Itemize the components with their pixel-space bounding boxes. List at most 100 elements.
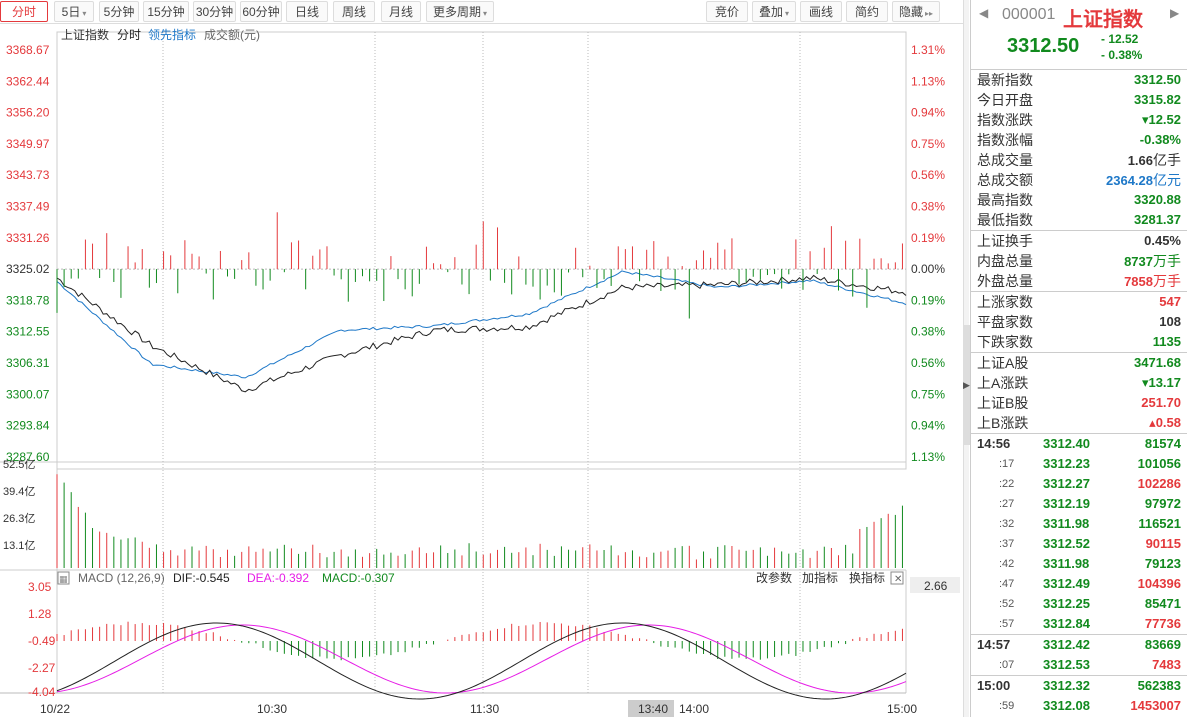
tool-button-4[interactable]: 隐藏 ▸▸	[892, 1, 940, 22]
expand-icon: ▸▸	[924, 9, 934, 18]
period-tab-0[interactable]: 分时	[0, 1, 48, 22]
tick-volume: 116521	[1138, 516, 1181, 531]
tool-button-label: 竞价	[714, 5, 739, 19]
tick-volume: 83669	[1144, 637, 1181, 652]
macd-dea-label: DEA:-0.392	[247, 571, 309, 585]
tick-price: 3312.42	[1043, 637, 1090, 652]
intraday-chart[interactable]: 上证指数 分时 领先指标 成交额(元) 3368.67 1.31% 3362.44 1.13%…	[0, 25, 967, 717]
stat-unit: 万手	[1153, 253, 1181, 269]
price-tick-label: 3312.55	[6, 325, 50, 339]
tick-row: :59 3312.08 1453007	[971, 696, 1187, 716]
legend-leading-indicator: 领先指标	[148, 27, 196, 42]
percent-tick-label: 0.38%	[911, 200, 945, 214]
stat-value: ▴0.58	[1149, 413, 1181, 433]
period-tab-label: 15分钟	[147, 5, 185, 19]
macd-settings-box	[57, 571, 70, 585]
tick-time: :57	[999, 618, 1015, 630]
time-tick-label: 14:00	[679, 702, 709, 716]
prev-stock-icon[interactable]: ◀	[979, 6, 989, 20]
tick-time: :47	[999, 578, 1015, 590]
period-tab-9[interactable]: 更多周期 ▾	[426, 1, 494, 22]
next-stock-icon[interactable]: ▶	[1170, 6, 1180, 20]
tick-row: :07 3312.53 7483	[971, 655, 1187, 675]
tick-group: 14:56 3312.40 81574:17 3312.23 101056:22 3312…	[971, 434, 1187, 635]
stat-row: 今日开盘 3315.82	[971, 90, 1187, 110]
tool-button-label: 简约	[854, 5, 879, 19]
macd-tick-label: 1.28	[28, 607, 52, 621]
period-tab-6[interactable]: 日线	[286, 1, 328, 22]
close-icon: ✕	[894, 574, 902, 585]
tick-group: 14:57 3312.42 83669 :07 3312.53 7483	[971, 635, 1187, 676]
percent-tick-label: 1.31%	[911, 43, 945, 57]
stat-label: 上涨家数	[977, 294, 1033, 310]
period-tab-8[interactable]: 月线	[381, 1, 421, 22]
period-tab-4[interactable]: 30分钟	[193, 1, 236, 22]
stock-name: 上证指数	[1063, 9, 1143, 31]
quote-header: ◀ 000001 上证指数 ▶ 3312.50 - 12.52 - 0.38%	[971, 0, 1187, 70]
tick-volume: 562383	[1137, 678, 1181, 693]
stat-row: 指数涨幅 -0.38%	[971, 130, 1187, 150]
percent-tick-label: 0.19%	[911, 293, 945, 307]
stat-value: 3315.82	[1134, 90, 1181, 110]
tick-time: 15:00	[977, 678, 1011, 693]
period-tab-3[interactable]: 15分钟	[143, 1, 189, 22]
percent-tick-label: 0.56%	[911, 356, 945, 370]
stat-row: 总成交量 1.66亿手	[971, 150, 1187, 170]
tick-row: :37 3312.52 90115	[971, 534, 1187, 554]
tick-price: 3312.40	[1043, 436, 1090, 451]
legend-index-name: 上证指数	[61, 27, 109, 42]
percent-tick-label: 0.19%	[911, 231, 945, 245]
time-tick-label: 10:30	[257, 702, 287, 716]
tick-price: 3312.23	[1043, 456, 1090, 471]
stat-label: 今日开盘	[977, 92, 1033, 108]
stat-value: 547	[1159, 292, 1181, 312]
stat-value: 0.45%	[1144, 231, 1181, 251]
tick-price: 3312.53	[1043, 657, 1090, 672]
price-change-percent: - 0.38%	[1101, 48, 1143, 62]
chart-svg[interactable]: 上证指数 分时 领先指标 成交额(元) 3368.67 1.31% 3362.44 1.13%…	[0, 25, 967, 717]
tool-button-0[interactable]: 竞价	[706, 1, 748, 22]
tick-price: 3312.84	[1043, 616, 1090, 631]
stat-unit: 万手	[1153, 273, 1181, 289]
macd-tick-label: 3.05	[28, 580, 52, 594]
period-tab-1[interactable]: 5日 ▾	[54, 1, 94, 22]
price-tick-label: 3293.84	[6, 419, 50, 433]
dropdown-caret-icon: ▾	[82, 9, 87, 18]
tool-button-1[interactable]: 叠加 ▾	[752, 1, 796, 22]
macd-close-box	[890, 571, 904, 585]
percent-tick-label: 0.75%	[911, 137, 945, 151]
macd-dif-label: DIF:-0.545	[173, 571, 230, 585]
stat-value: 1135	[1153, 332, 1181, 352]
period-tab-label: 日线	[294, 5, 319, 19]
tick-volume: 81574	[1144, 436, 1181, 451]
stat-number: ▴0.58	[1149, 415, 1181, 430]
period-tab-2[interactable]: 5分钟	[99, 1, 139, 22]
tick-row: 14:56 3312.40 81574	[971, 434, 1187, 454]
crosshair-time-label: 13:40	[638, 702, 668, 716]
tick-time: :27	[999, 498, 1015, 510]
price-tick-label: 3331.26	[6, 231, 50, 245]
period-tab-5[interactable]: 60分钟	[240, 1, 282, 22]
index-price-line	[56, 274, 907, 393]
stat-row: 上A涨跌 ▾13.17	[971, 373, 1187, 393]
tick-volume: 77736	[1144, 616, 1181, 631]
stat-label: 上证B股	[977, 395, 1029, 411]
stat-group: 最新指数 3312.50 今日开盘 3315.82 指数涨跌 ▾12.52 指数涨幅 -0.3…	[971, 70, 1187, 231]
tool-button-2[interactable]: 画线	[800, 1, 842, 22]
tool-button-3[interactable]: 简约	[846, 1, 888, 22]
tick-time: :59	[999, 700, 1015, 712]
tick-time: :42	[999, 558, 1015, 570]
tick-row: :32 3311.98 116521	[971, 514, 1187, 534]
period-tab-7[interactable]: 周线	[333, 1, 375, 22]
stat-number: 547	[1159, 294, 1181, 309]
collapse-sidebar-handle[interactable]: ▶	[963, 325, 970, 445]
tick-time: 14:57	[977, 637, 1011, 652]
tool-button-label: 画线	[808, 5, 833, 19]
tick-time: :37	[999, 538, 1015, 550]
stat-group: 上证A股 3471.68 上A涨跌 ▾13.17 上证B股 251.70 上B涨跌 ▴0.58	[971, 353, 1187, 434]
tick-row: 15:00 3312.32 562383	[971, 676, 1187, 696]
volume-tick-label: 13.1亿	[3, 539, 35, 552]
stat-value: 3281.37	[1134, 210, 1181, 230]
stat-row: 最新指数 3312.50	[971, 70, 1187, 90]
tick-volume: 79123	[1144, 556, 1181, 571]
